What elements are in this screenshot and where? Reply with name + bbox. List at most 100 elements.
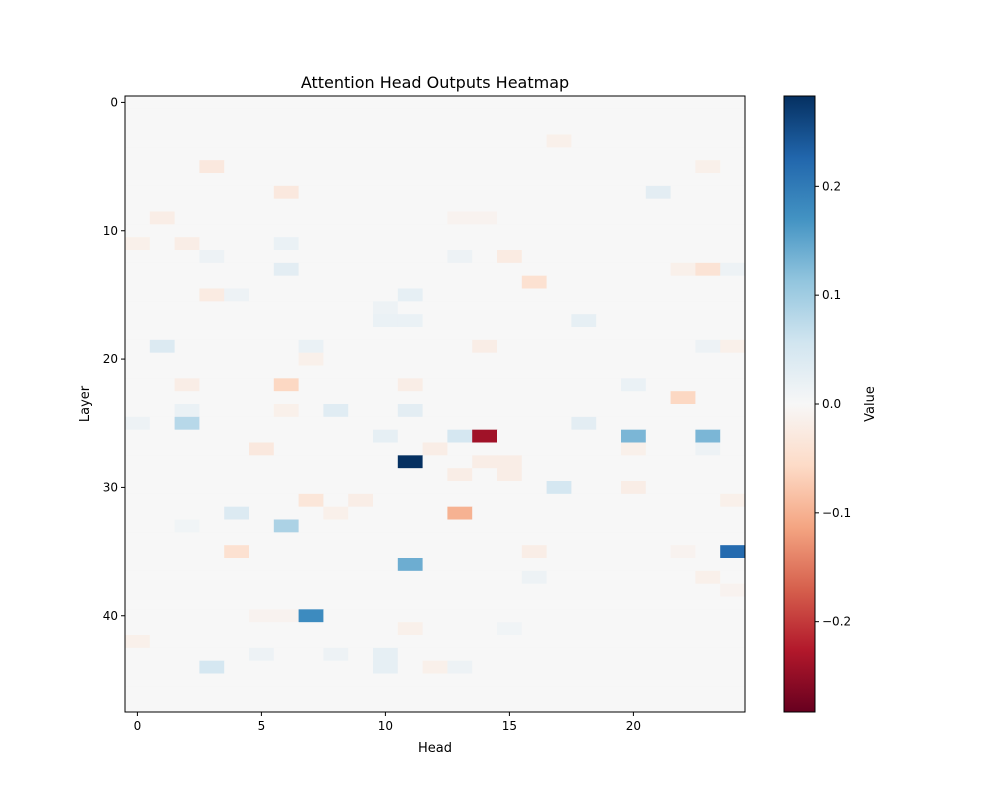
heatmap-cell — [249, 327, 275, 341]
heatmap-cell — [571, 635, 597, 649]
heatmap-cell — [645, 519, 672, 533]
heatmap-cell — [174, 391, 200, 405]
heatmap-cell — [224, 583, 250, 597]
heatmap-cell — [199, 673, 225, 687]
heatmap-cell — [497, 108, 523, 123]
heatmap-cell — [273, 558, 300, 572]
heatmap-cell — [397, 468, 424, 482]
heatmap-cell — [397, 660, 424, 674]
heatmap-cell — [149, 160, 176, 174]
heatmap-cell — [273, 660, 300, 674]
heatmap-cell — [670, 224, 696, 238]
heatmap-cell — [422, 211, 448, 225]
heatmap-cell — [174, 635, 200, 649]
heatmap-cell — [645, 391, 672, 405]
heatmap-cell — [422, 519, 448, 533]
heatmap-cell — [571, 429, 597, 443]
heatmap-cell — [125, 301, 151, 315]
heatmap-cell — [546, 147, 572, 161]
heatmap-cell — [422, 596, 448, 610]
heatmap-cell — [645, 250, 672, 264]
heatmap-cell — [373, 647, 399, 662]
heatmap-cell — [422, 352, 448, 366]
heatmap-cell — [397, 173, 424, 187]
heatmap-cell — [273, 442, 300, 456]
heatmap-cell — [596, 468, 622, 482]
heatmap-cell — [422, 583, 448, 597]
heatmap-cell — [645, 429, 672, 443]
heatmap-cell — [571, 532, 597, 546]
heatmap-cell — [645, 288, 672, 302]
heatmap-cell — [149, 545, 176, 559]
heatmap-cell — [224, 352, 250, 366]
heatmap-cell — [125, 416, 151, 431]
heatmap-cell — [323, 493, 349, 508]
heatmap-cell — [125, 404, 151, 418]
heatmap-cell — [249, 686, 275, 700]
heatmap-cell — [199, 686, 225, 700]
heatmap-cell — [224, 275, 250, 289]
heatmap-cell — [397, 699, 424, 713]
heatmap-cell — [397, 96, 424, 110]
heatmap-cell — [720, 327, 746, 341]
heatmap-cell — [720, 275, 746, 289]
heatmap-cell — [298, 583, 324, 597]
heatmap-cell — [720, 647, 746, 662]
heatmap-cell — [125, 481, 151, 495]
heatmap-cell — [596, 596, 622, 610]
heatmap-cell — [348, 365, 374, 379]
heatmap-cell — [174, 160, 200, 174]
heatmap-cell — [645, 545, 672, 559]
heatmap-cell — [373, 583, 399, 597]
heatmap-cell — [645, 275, 672, 289]
heatmap-cell — [621, 455, 647, 469]
heatmap-cell — [199, 365, 225, 379]
heatmap-cell — [546, 455, 572, 469]
heatmap-cell — [273, 275, 300, 289]
heatmap-cell — [546, 404, 572, 418]
heatmap-cell — [273, 378, 300, 392]
heatmap-cell — [720, 250, 746, 264]
colorbar-tick-label: −0.1 — [822, 506, 851, 520]
heatmap-cell — [422, 660, 448, 674]
heatmap-cell — [546, 519, 572, 533]
heatmap-cell — [695, 352, 721, 366]
heatmap-cell — [397, 558, 424, 572]
heatmap-cell — [149, 391, 176, 405]
heatmap-cell — [596, 262, 622, 277]
heatmap-cell — [125, 558, 151, 572]
heatmap-cell — [621, 96, 647, 110]
heatmap-cell — [298, 211, 324, 225]
heatmap-cell — [695, 237, 721, 251]
heatmap-cell — [447, 378, 473, 392]
heatmap-cell — [546, 416, 572, 431]
heatmap-cell — [571, 493, 597, 508]
y-tick-label: 40 — [103, 609, 118, 623]
heatmap-cell — [348, 699, 374, 713]
heatmap-cell — [298, 237, 324, 251]
heatmap-cell — [472, 468, 498, 482]
heatmap-cell — [125, 327, 151, 341]
heatmap-cell — [273, 622, 300, 636]
heatmap-cell — [298, 519, 324, 533]
heatmap-cell — [224, 660, 250, 674]
heatmap-cell — [546, 224, 572, 238]
heatmap-cell — [645, 570, 672, 585]
heatmap-cell — [621, 352, 647, 366]
heatmap-cell — [670, 442, 696, 456]
heatmap-cell — [596, 185, 622, 200]
heatmap-cell — [373, 622, 399, 636]
heatmap-cell — [249, 108, 275, 123]
heatmap-cell — [621, 699, 647, 713]
heatmap-cell — [298, 391, 324, 405]
heatmap-cell — [348, 455, 374, 469]
heatmap-cell — [298, 301, 324, 315]
heatmap-cell — [521, 108, 548, 123]
heatmap-cell — [447, 519, 473, 533]
heatmap-cell — [447, 250, 473, 264]
heatmap-cell — [125, 609, 151, 623]
heatmap-cell — [149, 352, 176, 366]
heatmap-cell — [571, 211, 597, 225]
colorbar — [783, 95, 816, 713]
heatmap-cell — [199, 660, 225, 674]
